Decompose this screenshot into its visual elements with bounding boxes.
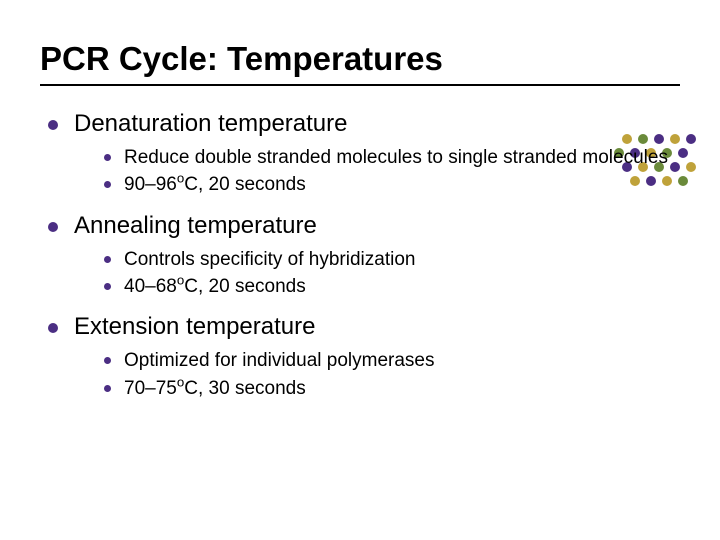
section-extension: Extension temperature Optimized for indi… <box>40 313 680 401</box>
list-item: Controls specificity of hybridization <box>74 248 680 272</box>
section-annealing: Annealing temperature Controls specifici… <box>40 212 680 300</box>
page-title: PCR Cycle: Temperatures <box>40 40 680 78</box>
list-item: 70–75oC, 30 seconds <box>74 377 680 401</box>
title-rule <box>40 84 680 86</box>
list-item: 90–96oC, 20 seconds <box>74 173 680 197</box>
sub-list: Reduce double stranded molecules to sing… <box>74 146 680 198</box>
sub-list: Optimized for individual polymerases 70–… <box>74 349 680 401</box>
list-item: Reduce double stranded molecules to sing… <box>74 146 680 170</box>
section-heading: Annealing temperature <box>74 212 317 239</box>
section-heading: Extension temperature <box>74 313 315 340</box>
section-denaturation: Denaturation temperature Reduce double s… <box>40 110 680 198</box>
list-item: Optimized for individual polymerases <box>74 349 680 373</box>
content-list: Denaturation temperature Reduce double s… <box>40 110 680 401</box>
sub-list: Controls specificity of hybridization 40… <box>74 248 680 300</box>
slide: PCR Cycle: Temperatures Denaturation tem… <box>0 0 720 401</box>
list-item: 40–68oC, 20 seconds <box>74 275 680 299</box>
section-heading: Denaturation temperature <box>74 110 348 137</box>
